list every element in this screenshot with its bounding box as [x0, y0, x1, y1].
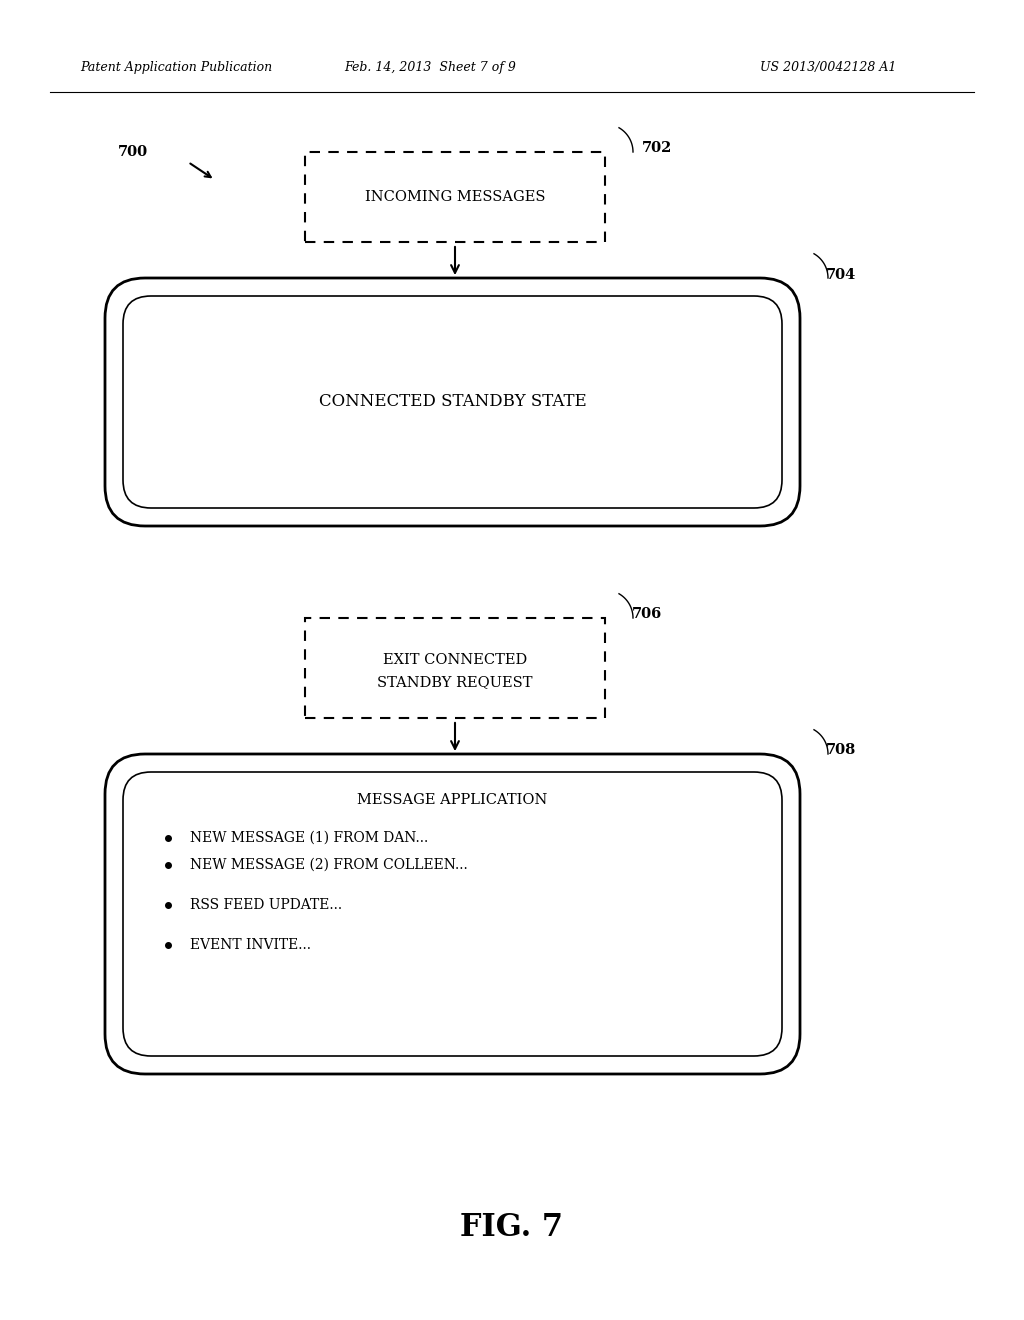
Text: EXIT CONNECTED: EXIT CONNECTED — [383, 653, 527, 667]
Text: FIG. 7: FIG. 7 — [461, 1213, 563, 1243]
Text: 706: 706 — [632, 607, 663, 620]
Text: 702: 702 — [642, 141, 673, 154]
Text: 700: 700 — [118, 145, 148, 158]
Text: US 2013/0042128 A1: US 2013/0042128 A1 — [760, 62, 896, 74]
Text: EVENT INVITE...: EVENT INVITE... — [190, 939, 311, 952]
Text: CONNECTED STANDBY STATE: CONNECTED STANDBY STATE — [318, 393, 587, 411]
Text: Feb. 14, 2013  Sheet 7 of 9: Feb. 14, 2013 Sheet 7 of 9 — [344, 62, 516, 74]
Bar — [305, 152, 605, 242]
Text: MESSAGE APPLICATION: MESSAGE APPLICATION — [357, 793, 548, 807]
Bar — [305, 618, 605, 718]
Text: 704: 704 — [826, 268, 856, 282]
Text: INCOMING MESSAGES: INCOMING MESSAGES — [365, 190, 545, 205]
Text: STANDBY REQUEST: STANDBY REQUEST — [377, 675, 532, 689]
Text: 708: 708 — [826, 743, 856, 756]
Text: NEW MESSAGE (2) FROM COLLEEN...: NEW MESSAGE (2) FROM COLLEEN... — [190, 858, 468, 873]
Text: NEW MESSAGE (1) FROM DAN...: NEW MESSAGE (1) FROM DAN... — [190, 832, 428, 845]
Text: RSS FEED UPDATE...: RSS FEED UPDATE... — [190, 898, 342, 912]
Text: Patent Application Publication: Patent Application Publication — [80, 62, 272, 74]
